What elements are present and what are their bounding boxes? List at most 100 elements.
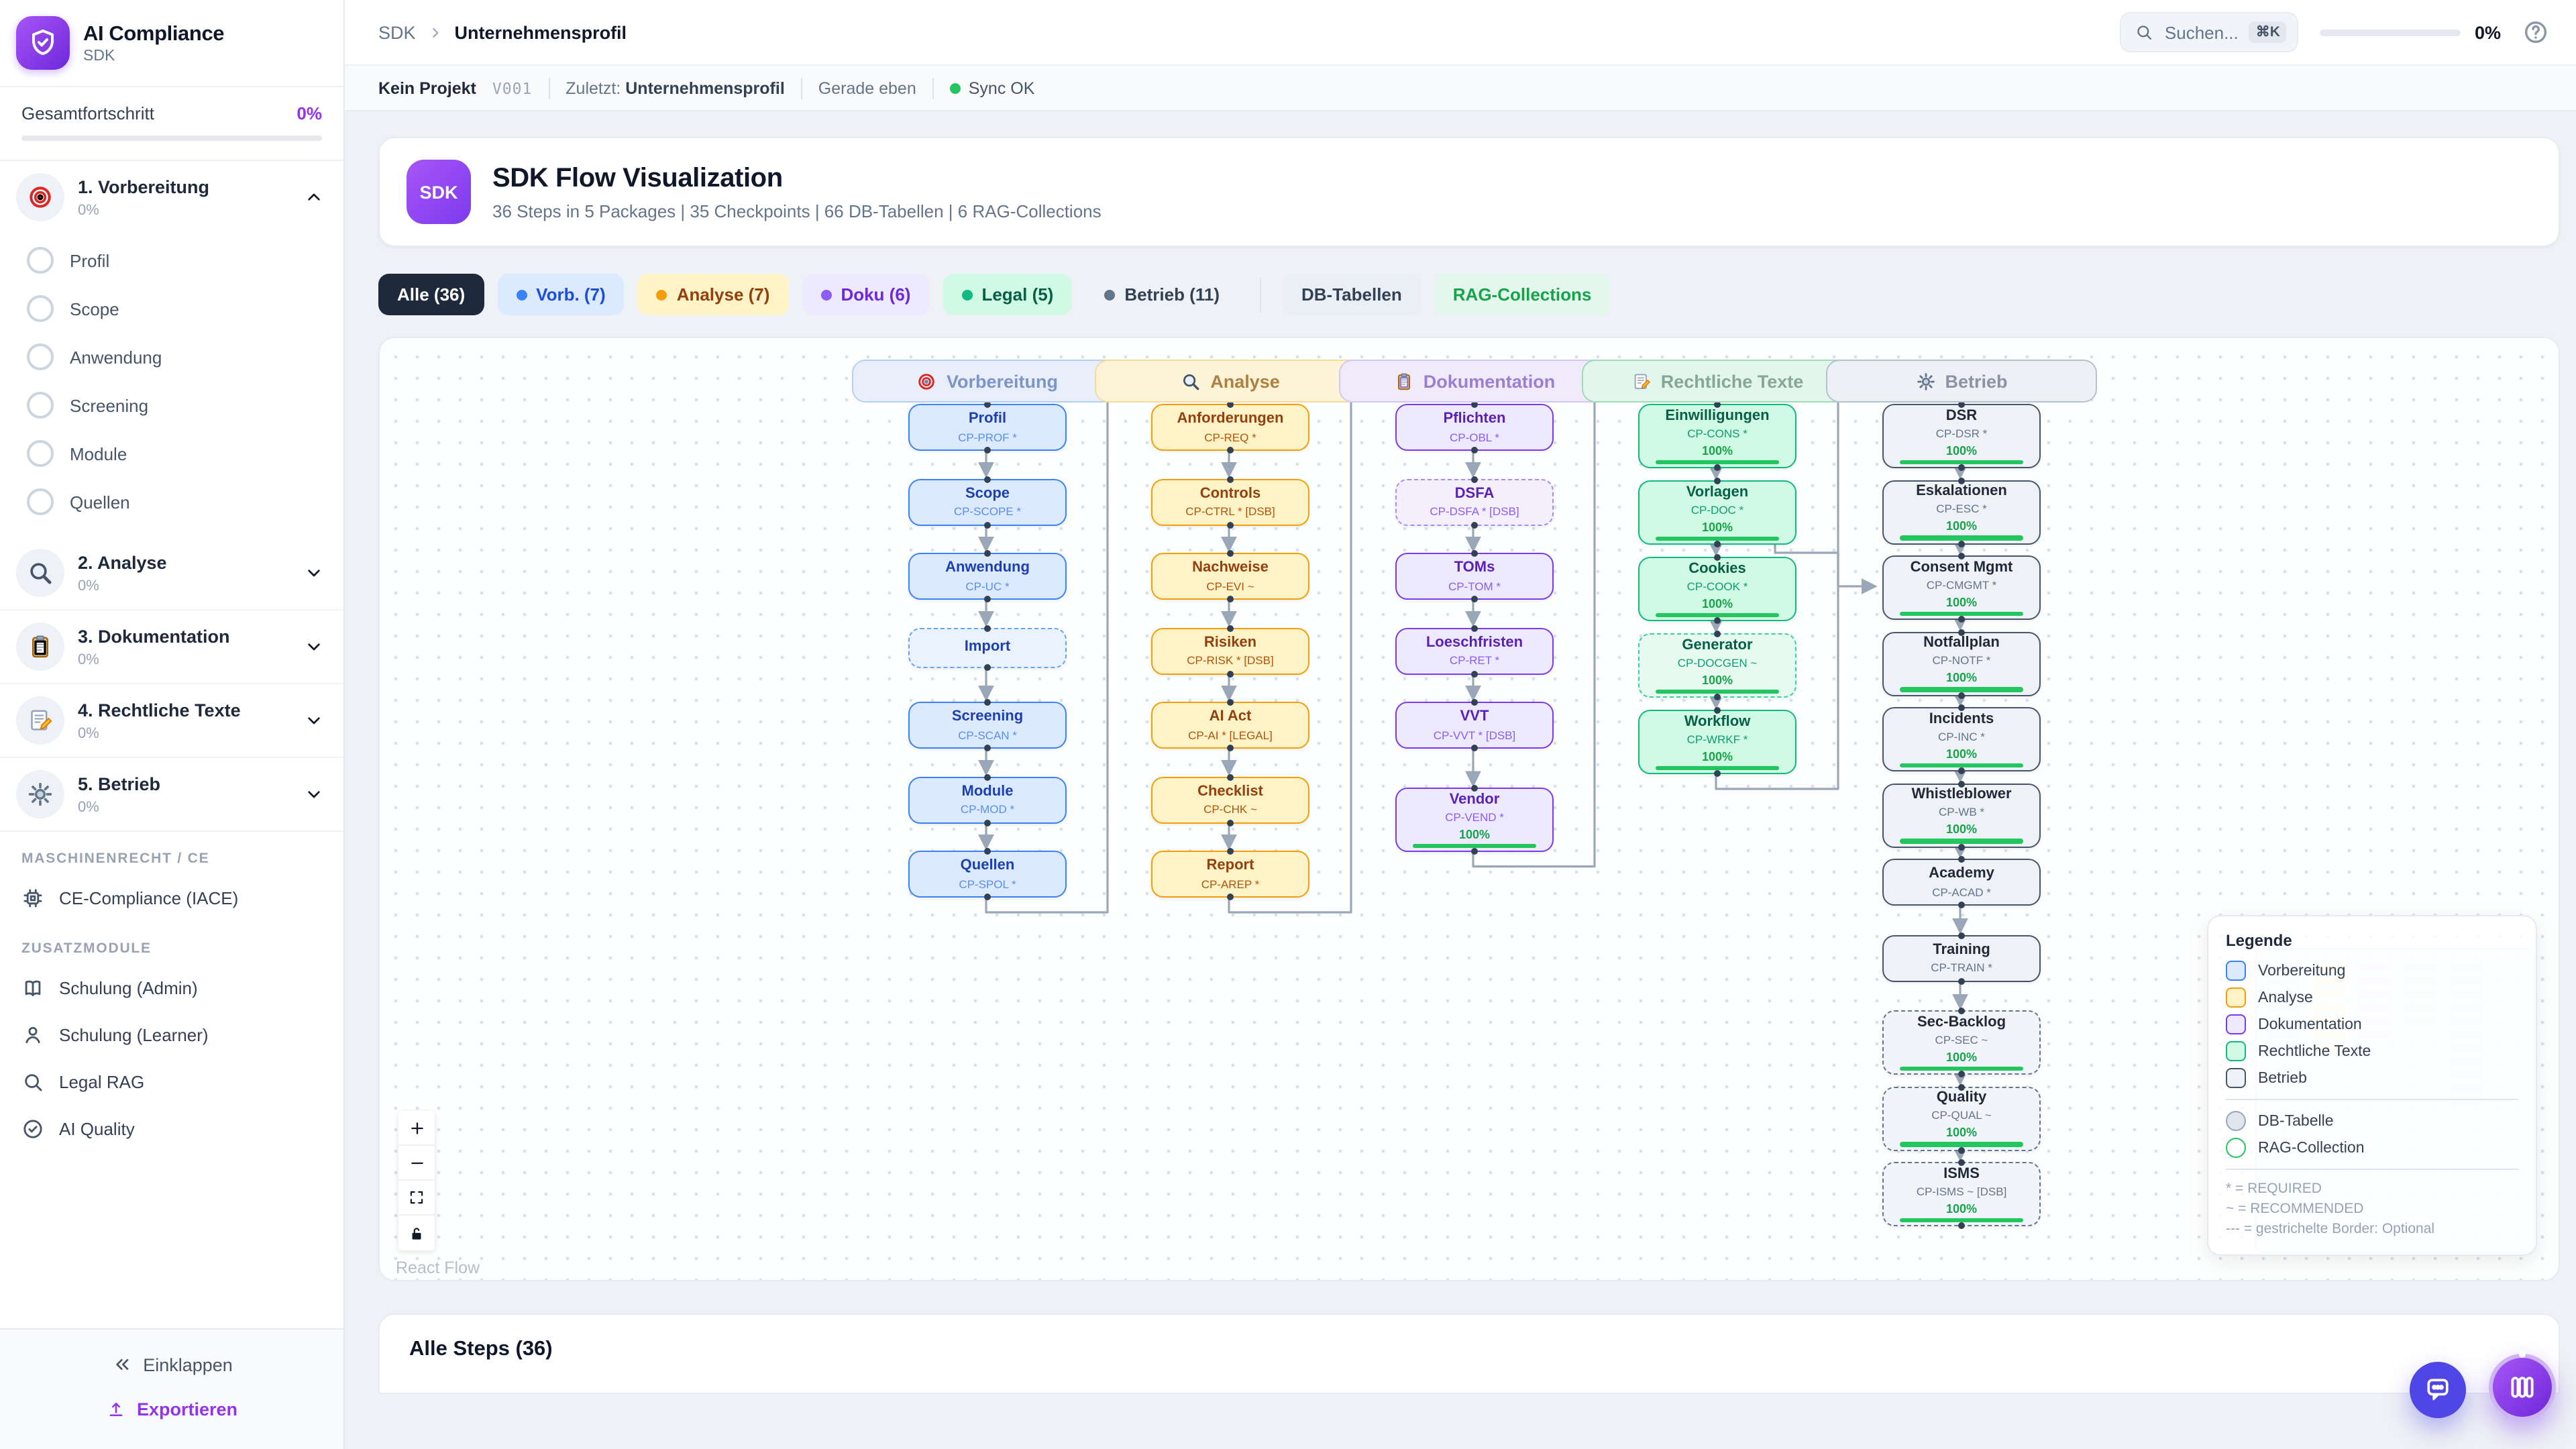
filter-chip-legal-5[interactable]: Legal (5) — [943, 274, 1073, 315]
flow-node-einwilligungen[interactable]: Einwilligungen CP-CONS * 100% — [1638, 404, 1796, 468]
flow-node-incidents[interactable]: Incidents CP-INC * 100% — [1882, 707, 2041, 771]
sidebar-section-3-dokumentation[interactable]: 3. Dokumentation 0% — [0, 609, 343, 683]
flow-node-import[interactable]: Import — [908, 627, 1067, 667]
package-header-vorb[interactable]: Vorbereitung — [852, 360, 1123, 402]
flow-node-sec-backlog[interactable]: Sec-Backlog CP-SEC ~ 100% — [1882, 1010, 2041, 1075]
sidebar-item-ai-quality[interactable]: AI Quality — [0, 1106, 343, 1152]
flow-node-loeschfristen[interactable]: Loeschfristen CP-RET * — [1395, 627, 1554, 674]
node-title: Report — [1206, 857, 1254, 874]
flow-node-controls[interactable]: Controls CP-CTRL * [DSB] — [1151, 478, 1309, 525]
node-title: Controls — [1199, 485, 1261, 502]
flow-node-scope[interactable]: Scope CP-SCOPE * — [908, 478, 1067, 525]
package-header-analyse[interactable]: Analyse — [1095, 360, 1366, 402]
sidebar-section-2-analyse[interactable]: 2. Analyse 0% — [0, 537, 343, 609]
node-title: Notfallplan — [1923, 635, 2000, 651]
sidebar-item-schulung-admin[interactable]: Schulung (Admin) — [0, 965, 343, 1012]
sidebar-item-quellen[interactable]: Quellen — [0, 478, 343, 526]
legend-item-legal: Rechtliche Texte — [2226, 1041, 2518, 1061]
item-label: Quellen — [70, 492, 130, 512]
sidebar-item-ce-compliance-iace[interactable]: CE-Compliance (IACE) — [0, 875, 343, 922]
package-header-betrieb[interactable]: Betrieb — [1826, 360, 2097, 402]
node-title: Profil — [968, 411, 1007, 427]
flow-node-whistleblower[interactable]: Whistleblower CP-WB * 100% — [1882, 783, 2041, 847]
sidebar-item-anwendung[interactable]: Anwendung — [0, 333, 343, 381]
flow-node-dsr[interactable]: DSR CP-DSR * 100% — [1882, 404, 2041, 468]
node-progress-bar — [1900, 1066, 2023, 1071]
flow-node-eskalationen[interactable]: Eskalationen CP-ESC * 100% — [1882, 480, 2041, 544]
sidebar-item-module[interactable]: Module — [0, 429, 343, 478]
chip-dot — [1104, 289, 1116, 300]
filter-chip-analyse-7[interactable]: Analyse (7) — [637, 274, 789, 315]
node-code: CP-CTRL * [DSB] — [1185, 504, 1275, 519]
sidebar-item-profil[interactable]: Profil — [0, 236, 343, 284]
sidebar-footer: Einklappen Exportieren — [0, 1328, 343, 1449]
flow-node-nachweise[interactable]: Nachweise CP-EVI ~ — [1151, 553, 1309, 600]
flow-node-risiken[interactable]: Risiken CP-RISK * [DSB] — [1151, 627, 1309, 674]
flow-node-vendor[interactable]: Vendor CP-VEND * 100% — [1395, 787, 1554, 852]
lock-button[interactable] — [398, 1216, 435, 1250]
flow-node-vorlagen[interactable]: Vorlagen CP-DOC * 100% — [1638, 480, 1796, 545]
flow-node-consent-mgmt[interactable]: Consent Mgmt CP-CMGMT * 100% — [1882, 555, 2041, 620]
flow-node-ai-act[interactable]: AI Act CP-AI * [LEGAL] — [1151, 702, 1309, 749]
flow-node-checklist[interactable]: Checklist CP-CHK ~ — [1151, 776, 1309, 823]
sidebar-section-1-vorbereitung[interactable]: 1. Vorbereitung 0% — [0, 161, 343, 233]
flow-node-training[interactable]: Training CP-TRAIN * — [1882, 934, 2041, 981]
node-code: CP-EVI ~ — [1206, 579, 1254, 593]
flow-node-profil[interactable]: Profil CP-PROF * — [908, 404, 1067, 451]
flow-node-notfallplan[interactable]: Notfallplan CP-NOTF * 100% — [1882, 631, 2041, 696]
search-input[interactable]: Suchen... ⌘K — [2120, 12, 2299, 52]
project-name: Kein Projekt — [378, 78, 476, 97]
flow-node-isms[interactable]: ISMS CP-ISMS ~ [DSB] 100% — [1882, 1162, 2041, 1226]
flow-node-cookies[interactable]: Cookies CP-COOK * 100% — [1638, 557, 1796, 621]
sidebar-item-scope[interactable]: Scope — [0, 284, 343, 333]
flow-node-dsfa[interactable]: DSFA CP-DSFA * [DSB] — [1395, 478, 1554, 525]
sidebar-section-4-rechtliche-texte[interactable]: 4. Rechtliche Texte 0% — [0, 683, 343, 757]
sidebar-item-schulung-learner[interactable]: Schulung (Learner) — [0, 1012, 343, 1059]
node-title: Risiken — [1203, 634, 1257, 651]
flow-node-academy[interactable]: Academy CP-ACAD * — [1882, 859, 2041, 906]
flow-node-workflow[interactable]: Workflow CP-WRKF * 100% — [1638, 710, 1796, 774]
legend-item-analyse: Analyse — [2226, 987, 2518, 1008]
flow-node-toms[interactable]: TOMs CP-TOM * — [1395, 553, 1554, 600]
flow-node-report[interactable]: Report CP-AREP * — [1151, 851, 1309, 898]
package-header-legal[interactable]: Rechtliche Texte — [1582, 360, 1853, 402]
board-view-fab-button[interactable] — [2489, 1354, 2556, 1421]
filter-chip-vorb-7[interactable]: Vorb. (7) — [497, 274, 625, 315]
global-progress-bar — [2320, 29, 2461, 36]
zoom-out-button[interactable] — [398, 1146, 435, 1181]
chip-dot — [516, 289, 527, 300]
filter-chip-betrieb-11[interactable]: Betrieb (11) — [1085, 274, 1238, 315]
sidebar-section-5-betrieb[interactable]: 5. Betrieb 0% — [0, 757, 343, 830]
flow-canvas[interactable]: Vorbereitung Analyse Dokumentation Rechtlic… — [378, 337, 2560, 1281]
legend-swatch — [2226, 1068, 2246, 1088]
export-button[interactable]: Exportieren — [87, 1389, 256, 1430]
node-title: Checklist — [1197, 783, 1263, 800]
node-title: Cookies — [1688, 560, 1746, 577]
flow-node-generator[interactable]: Generator CP-DOCGEN ~ 100% — [1638, 633, 1796, 698]
sidebar-item-legal-rag[interactable]: Legal RAG — [0, 1059, 343, 1106]
filter-chip-doku-6[interactable]: Doku (6) — [802, 274, 930, 315]
flow-node-pflichten[interactable]: Pflichten CP-OBL * — [1395, 404, 1554, 451]
flow-node-vvt[interactable]: VVT CP-VVT * [DSB] — [1395, 702, 1554, 749]
package-header-doku[interactable]: Dokumentation — [1339, 360, 1610, 402]
flow-node-quellen[interactable]: Quellen CP-SPOL * — [908, 851, 1067, 898]
node-title: Training — [1933, 941, 1990, 958]
flow-node-anforderungen[interactable]: Anforderungen CP-REQ * — [1151, 404, 1309, 451]
flow-node-module[interactable]: Module CP-MOD * — [908, 776, 1067, 823]
node-code: CP-NOTF * — [1932, 653, 1991, 667]
filter-chip-alle-36[interactable]: Alle (36) — [378, 274, 484, 315]
flow-node-quality[interactable]: Quality CP-QUAL ~ 100% — [1882, 1086, 2041, 1150]
flow-node-screening[interactable]: Screening CP-SCAN * — [908, 702, 1067, 749]
version-badge: V001 — [492, 78, 533, 97]
collapse-sidebar-button[interactable]: Einklappen — [92, 1343, 252, 1386]
legend-swatch — [2226, 1014, 2246, 1034]
filter-chip-rag-collections[interactable]: RAG-Collections — [1434, 274, 1611, 315]
filter-chip-db-tabellen[interactable]: DB-Tabellen — [1283, 274, 1421, 315]
zoom-in-button[interactable] — [398, 1111, 435, 1146]
chat-fab-button[interactable] — [2410, 1362, 2466, 1418]
breadcrumb-root[interactable]: SDK — [378, 22, 416, 42]
sidebar-item-screening[interactable]: Screening — [0, 381, 343, 429]
flow-node-anwendung[interactable]: Anwendung CP-UC * — [908, 553, 1067, 600]
help-icon[interactable] — [2522, 19, 2549, 46]
fit-view-button[interactable] — [398, 1181, 435, 1216]
